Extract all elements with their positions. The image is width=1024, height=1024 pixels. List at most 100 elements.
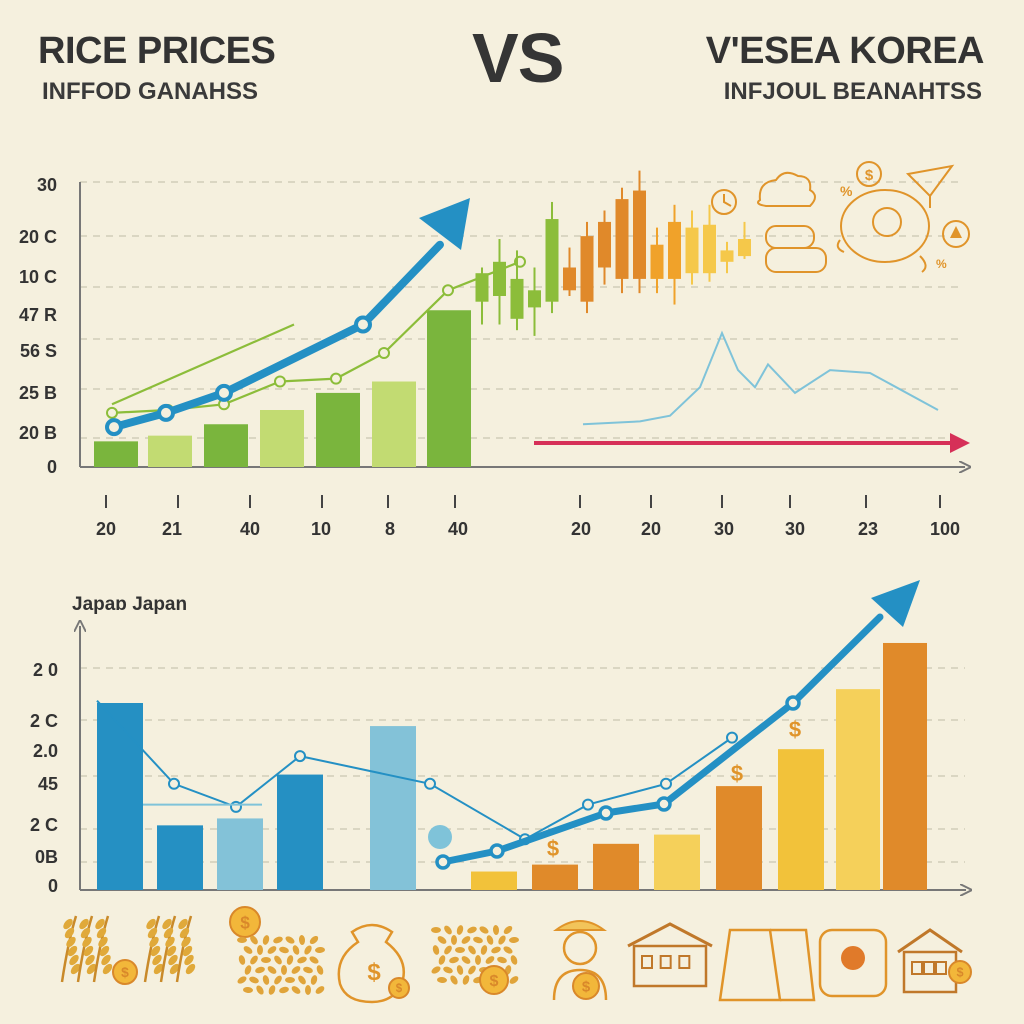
price-bar: [217, 818, 263, 890]
y-tick-label: 2 C: [30, 711, 58, 731]
grain: [237, 976, 247, 984]
candlestick: [598, 210, 611, 285]
y-tick-label: 20 C: [19, 227, 57, 247]
x-tick-label: 30: [785, 519, 805, 539]
grain: [438, 955, 446, 965]
grain: [237, 937, 247, 943]
price-bar: [204, 424, 248, 467]
grain: [297, 956, 307, 964]
coin-symbol: $: [240, 912, 250, 932]
grain: [461, 956, 471, 964]
grain: [267, 966, 277, 974]
y-tick-label: 0B: [35, 847, 58, 867]
grain: [80, 927, 91, 939]
subtitle-right: INFJOUL BEANAHTSS: [723, 78, 982, 105]
grain: [310, 975, 318, 985]
grain: [86, 963, 97, 975]
green-secondary-line: [111, 323, 295, 406]
dollar-sign: $: [731, 761, 743, 786]
grain: [443, 966, 453, 974]
x-tick-label: 21: [162, 519, 182, 539]
vs-label: VS: [472, 19, 564, 97]
bag-shape: [337, 923, 405, 1004]
tray-shape: [905, 164, 955, 208]
x-tick-label: 20: [571, 519, 591, 539]
candle-body: [580, 236, 594, 302]
grain: [467, 926, 477, 934]
candlestick: [650, 227, 664, 294]
candle-body: [650, 244, 664, 279]
grain: [147, 927, 158, 939]
green-line-point: [378, 347, 390, 359]
y-tick-label: 2.0: [33, 741, 58, 761]
grain: [316, 965, 324, 975]
candle-body: [510, 278, 524, 319]
grain: [98, 936, 108, 948]
coin-icon: $: [948, 960, 972, 984]
register-emblem: [841, 946, 865, 970]
coin-shape: [229, 906, 261, 938]
price-bar: [97, 703, 143, 890]
y-tick-label: 0: [48, 876, 58, 896]
blue-trend-arrowhead: [419, 198, 470, 250]
bottom-chart: Japaɒ Japan 2 0 2 C 2.0 45 2 C 0B 0 $ $ $: [30, 580, 966, 896]
grain: [285, 977, 295, 983]
grain: [485, 956, 495, 964]
grain: [273, 936, 283, 944]
grain: [468, 945, 476, 955]
top-right-icon-cluster: % $%: [711, 161, 970, 273]
grain: [450, 975, 458, 985]
y-tick-label: 10 C: [19, 267, 57, 287]
candlestick: [475, 267, 489, 325]
grain: [305, 985, 311, 995]
roof: [627, 922, 713, 948]
sack-right: [770, 928, 816, 1002]
thin-line-point: [726, 731, 738, 744]
grain: [503, 925, 513, 935]
house-icon: [627, 922, 713, 988]
grain: [431, 966, 441, 974]
grain: [480, 945, 488, 955]
candlestick: [633, 170, 646, 294]
blue-dot: [428, 825, 452, 849]
coin-icon: $: [388, 977, 410, 999]
price-bar: [277, 774, 323, 890]
candle-body: [615, 199, 629, 279]
grain: [256, 985, 264, 995]
grain: [149, 936, 159, 948]
price-bar: [883, 642, 927, 890]
blue-trend-point: [435, 854, 451, 870]
grain: [268, 985, 276, 995]
grain: [309, 935, 319, 945]
cloud-icon: [757, 171, 816, 207]
grain: [267, 946, 277, 954]
gear-icon: [765, 225, 827, 273]
candle-body: [668, 221, 681, 279]
grain: [492, 925, 500, 935]
price-bar: [148, 435, 192, 467]
grain: [432, 945, 440, 955]
grain: [83, 945, 94, 957]
walls: [632, 944, 708, 988]
grain: [437, 936, 447, 944]
grain: [66, 936, 76, 948]
grain: [455, 947, 465, 953]
y-tick-label: 56 S: [20, 341, 57, 361]
thin-line-point: [582, 798, 594, 811]
coin-shape: [388, 977, 410, 999]
grain: [261, 957, 271, 963]
grain: [315, 986, 325, 994]
grain: [274, 975, 282, 985]
grain: [274, 955, 282, 965]
grain: [304, 945, 312, 955]
grain: [255, 966, 265, 974]
gear-part: [765, 225, 815, 249]
candlestick: [528, 267, 541, 336]
blue-trend-point: [656, 796, 672, 812]
grain: [444, 925, 452, 935]
piggy-bank-icon: [836, 189, 930, 273]
grain: [169, 963, 180, 975]
grain: [509, 936, 519, 944]
grain: [279, 986, 289, 994]
